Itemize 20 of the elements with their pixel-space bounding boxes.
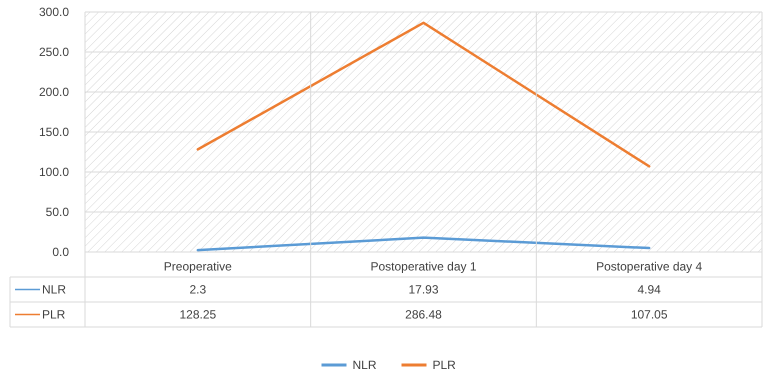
legend-label: PLR	[432, 358, 456, 372]
data-label: 128.25	[179, 308, 217, 322]
y-tick-label: 50.0	[46, 205, 70, 220]
y-tick-label: 300.0	[38, 5, 70, 20]
data-label: 4.94	[637, 282, 662, 297]
text: NLR	[42, 282, 66, 297]
y-tick-label: 100.0	[38, 165, 70, 180]
x-tick-label: Postoperative day 4	[596, 260, 703, 274]
x-tick-label: Postoperative day 1	[370, 260, 477, 274]
x-tick-label: Preoperative	[164, 260, 232, 274]
legend-label: NLR	[352, 358, 377, 372]
text: PLR	[42, 308, 66, 322]
y-tick-label: 0.0	[52, 245, 70, 260]
data-label: 2.3	[189, 282, 206, 297]
y-tick-label: 200.0	[38, 85, 70, 100]
y-tick-label: 150.0	[38, 125, 70, 140]
data-label: 17.93	[408, 282, 439, 297]
y-tick-label: 250.0	[38, 45, 70, 60]
data-label: 286.48	[405, 308, 442, 322]
data-label: 107.05	[630, 308, 668, 322]
